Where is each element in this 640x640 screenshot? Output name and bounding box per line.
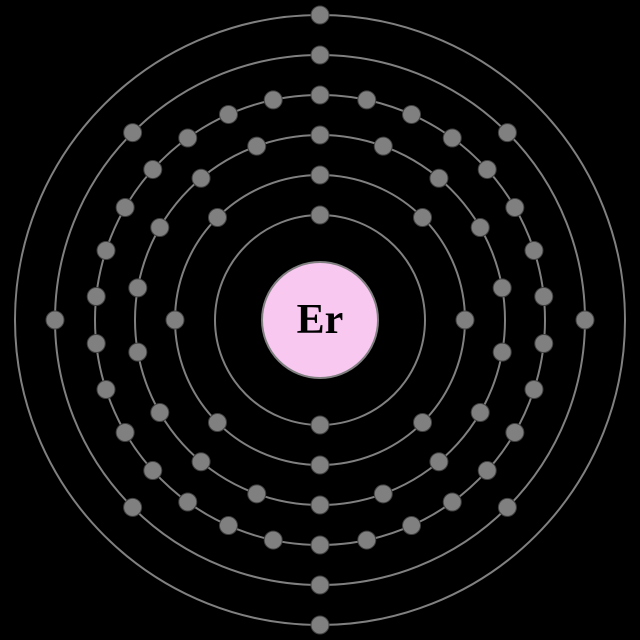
- electron-shell-4: [478, 160, 496, 178]
- electron-shell-4: [179, 493, 197, 511]
- electron-shell-3: [471, 219, 489, 237]
- electron-shell-6: [311, 6, 329, 24]
- electron-shell-4: [535, 287, 553, 305]
- electron-shell-4: [116, 199, 134, 217]
- electron-shell-5: [124, 124, 142, 142]
- electron-shell-4: [311, 86, 329, 104]
- electron-shell-4: [506, 199, 524, 217]
- electron-shell-2: [208, 208, 226, 226]
- electron-shell-3: [374, 137, 392, 155]
- electron-shell-3: [430, 169, 448, 187]
- electron-shell-3: [430, 453, 448, 471]
- electron-shell-3: [374, 485, 392, 503]
- electron-shell-4: [443, 129, 461, 147]
- electron-shell-4: [525, 381, 543, 399]
- element-symbol: Er: [297, 297, 344, 343]
- electron-shell-6: [311, 616, 329, 634]
- electron-shell-4: [358, 531, 376, 549]
- electron-shell-4: [179, 129, 197, 147]
- electron-shell-4: [264, 531, 282, 549]
- electron-shell-2: [208, 414, 226, 432]
- electron-shell-4: [403, 517, 421, 535]
- electron-shell-3: [311, 126, 329, 144]
- electron-shell-5: [576, 311, 594, 329]
- electron-shell-5: [46, 311, 64, 329]
- electron-shell-2: [414, 414, 432, 432]
- electron-shell-4: [311, 536, 329, 554]
- electron-shell-3: [129, 343, 147, 361]
- electron-shell-5: [311, 46, 329, 64]
- electron-shell-2: [311, 166, 329, 184]
- electron-shell-2: [414, 208, 432, 226]
- electron-shell-3: [248, 485, 266, 503]
- electron-shell-4: [219, 105, 237, 123]
- electron-shell-5: [124, 498, 142, 516]
- electron-shell-2: [311, 456, 329, 474]
- electron-shell-3: [129, 279, 147, 297]
- electron-shell-4: [97, 381, 115, 399]
- electron-shell-5: [498, 498, 516, 516]
- electron-shell-3: [192, 169, 210, 187]
- electron-shell-3: [493, 279, 511, 297]
- electron-shell-4: [506, 424, 524, 442]
- electron-shell-4: [219, 517, 237, 535]
- electron-shell-4: [144, 160, 162, 178]
- electron-shell-4: [443, 493, 461, 511]
- electron-shell-4: [478, 462, 496, 480]
- electron-shell-1: [311, 416, 329, 434]
- electron-shell-2: [166, 311, 184, 329]
- electron-shell-5: [498, 124, 516, 142]
- electron-shell-4: [87, 335, 105, 353]
- electron-shell-4: [525, 241, 543, 259]
- electron-shell-diagram: Er: [0, 0, 640, 640]
- electron-shell-3: [311, 496, 329, 514]
- electron-shell-4: [97, 241, 115, 259]
- electron-shell-4: [358, 91, 376, 109]
- electron-shell-4: [87, 287, 105, 305]
- electron-shell-5: [311, 576, 329, 594]
- electron-shell-4: [116, 424, 134, 442]
- electron-shell-4: [535, 335, 553, 353]
- electron-shell-3: [248, 137, 266, 155]
- electron-shell-4: [403, 105, 421, 123]
- electron-shell-4: [264, 91, 282, 109]
- electron-shell-3: [471, 404, 489, 422]
- electron-shell-3: [151, 219, 169, 237]
- electron-shell-1: [311, 206, 329, 224]
- electron-shell-2: [456, 311, 474, 329]
- electron-shell-3: [151, 404, 169, 422]
- electron-shell-3: [493, 343, 511, 361]
- electron-shell-3: [192, 453, 210, 471]
- electron-shell-4: [144, 462, 162, 480]
